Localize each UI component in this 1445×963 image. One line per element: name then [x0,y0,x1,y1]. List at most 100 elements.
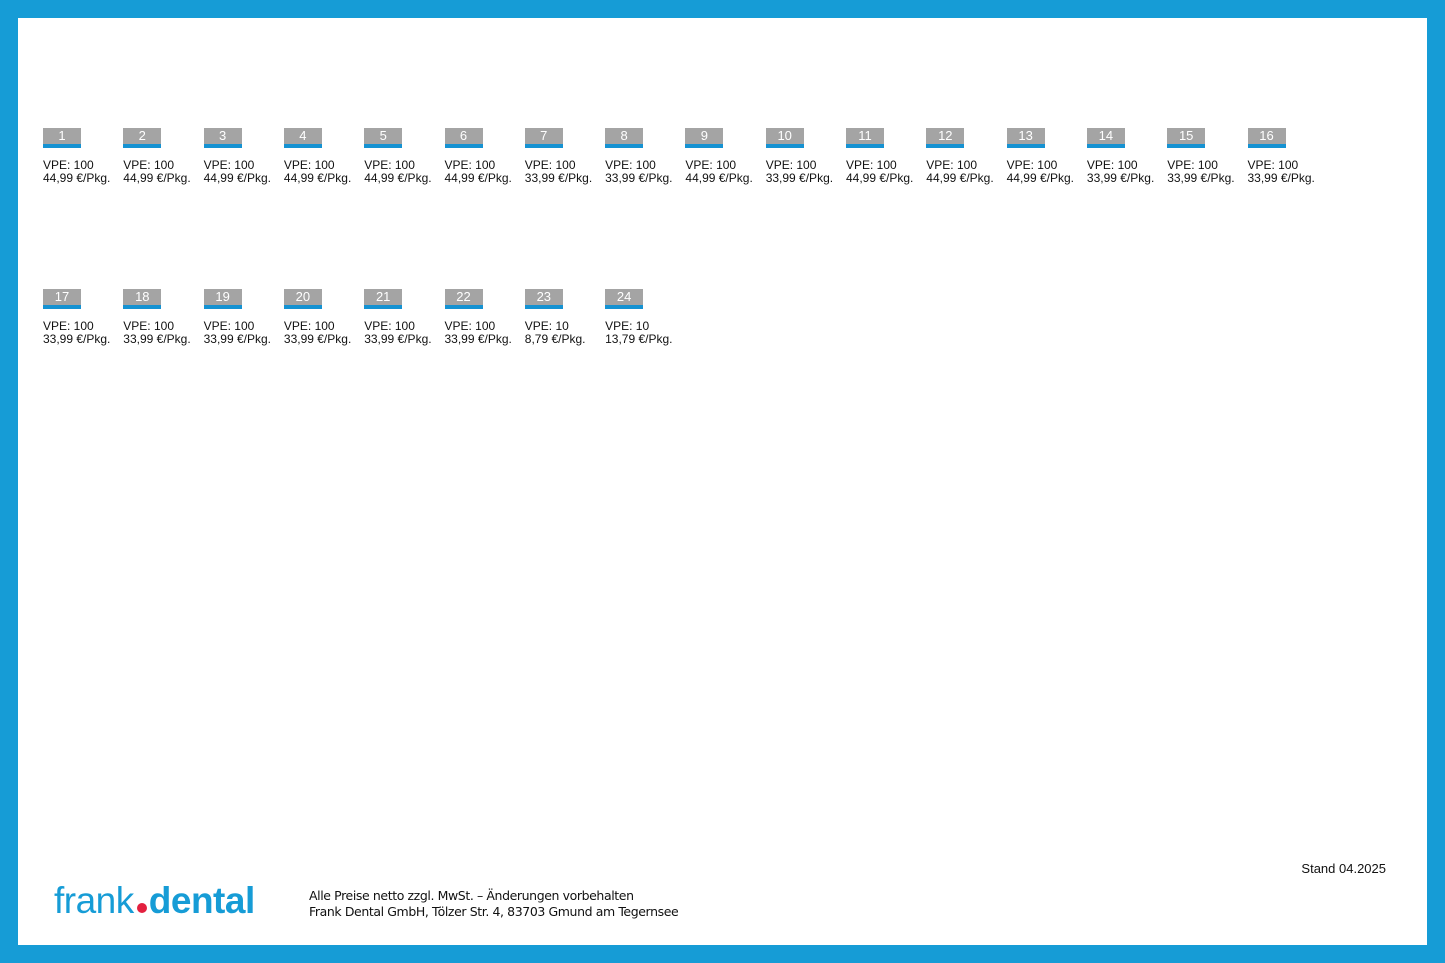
item-vpe: VPE: 100 [846,158,897,172]
item-vpe: VPE: 100 [123,158,174,172]
item-price: 33,99 €/Pkg. [43,332,111,346]
product-item: 18 VPE: 100 33,99 €/Pkg. [123,289,203,346]
item-number-tag: 16 [1247,128,1286,148]
price-sheet: 1 VPE: 100 44,99 €/Pkg. 2 VPE: 100 44,99 €/Pk… [18,18,1427,945]
item-vpe: VPE: 100 [765,158,817,172]
item-price: 44,99 €/Pkg. [203,171,271,185]
item-vpe: VPE: 100 [1247,158,1299,172]
item-number-tag: 3 [203,128,242,148]
product-item: 9 VPE: 100 44,99 €/Pkg. [685,128,765,185]
item-price: 33,99 €/Pkg. [1247,171,1315,185]
item-vpe: VPE: 100 [524,158,576,172]
product-item: 22 VPE: 100 33,99 €/Pkg. [444,289,525,346]
item-vpe: VPE: 100 [43,319,94,333]
item-number-tag: 21 [364,289,403,309]
item-number-tag: 19 [203,289,242,309]
stand-date: Stand 04.2025 [1301,861,1386,876]
item-vpe: VPE: 10 [605,319,650,333]
item-number-tag: 23 [524,289,563,309]
item-price: 33,99 €/Pkg. [203,332,271,346]
item-price: 33,99 €/Pkg. [283,332,352,346]
product-item: 19 VPE: 100 33,99 €/Pkg. [203,289,284,346]
item-vpe: VPE: 100 [123,319,174,333]
product-item: 20 VPE: 100 33,99 €/Pkg. [283,289,364,346]
item-vpe: VPE: 100 [444,319,496,333]
item-vpe: VPE: 100 [364,158,415,172]
item-number-tag: 2 [123,128,162,148]
product-item: 2 VPE: 100 44,99 €/Pkg. [123,128,203,185]
item-vpe: VPE: 100 [364,319,415,333]
item-vpe: VPE: 100 [926,158,977,172]
item-price: 33,99 €/Pkg. [605,171,673,185]
footer-text: Alle Preise netto zzgl. MwSt. – Änderung… [309,888,679,919]
item-number-tag: 7 [524,128,563,148]
product-item: 16 VPE: 100 33,99 €/Pkg. [1247,128,1328,185]
item-price: 44,99 €/Pkg. [685,171,753,185]
item-number-tag: 10 [765,128,804,148]
item-price: 33,99 €/Pkg. [765,171,834,185]
item-number-tag: 22 [444,289,483,309]
item-price: 33,99 €/Pkg. [1086,171,1155,185]
product-item: 14 VPE: 100 33,99 €/Pkg. [1086,128,1167,185]
item-number-tag: 12 [926,128,965,148]
item-price: 44,99 €/Pkg. [444,171,512,185]
product-item: 8 VPE: 100 33,99 €/Pkg. [605,128,685,185]
item-vpe: VPE: 100 [685,158,737,172]
item-number-tag: 20 [283,289,322,309]
item-price: 44,99 €/Pkg. [123,171,191,185]
item-price: 44,99 €/Pkg. [43,171,111,185]
product-item: 11 VPE: 100 44,99 €/Pkg. [846,128,926,185]
item-price: 33,99 €/Pkg. [524,171,593,185]
item-price: 44,99 €/Pkg. [364,171,432,185]
item-number-tag: 1 [43,128,81,148]
item-price: 13,79 €/Pkg. [605,332,673,346]
item-price: 44,99 €/Pkg. [1006,171,1074,185]
item-number-tag: 5 [364,128,403,148]
item-vpe: VPE: 100 [43,158,94,172]
product-item: 3 VPE: 100 44,99 €/Pkg. [203,128,284,185]
product-item: 21 VPE: 100 33,99 €/Pkg. [364,289,444,346]
product-item: 1 VPE: 100 44,99 €/Pkg. [43,128,123,185]
product-item: 24 VPE: 10 13,79 €/Pkg. [605,289,685,346]
item-number-tag: 24 [605,289,644,309]
product-item: 4 VPE: 100 44,99 €/Pkg. [283,128,364,185]
item-number-tag: 9 [685,128,724,148]
product-item: 13 VPE: 100 44,99 €/Pkg. [1006,128,1087,185]
frank-dental-logo: frank dental [54,880,255,922]
item-vpe: VPE: 100 [1006,158,1058,172]
item-vpe: VPE: 100 [283,158,335,172]
item-vpe: VPE: 100 [444,158,496,172]
item-price: 33,99 €/Pkg. [364,332,432,346]
item-number-tag: 11 [846,128,884,148]
item-price: 33,99 €/Pkg. [123,332,191,346]
item-vpe: VPE: 10 [524,319,569,333]
item-price: 44,99 €/Pkg. [283,171,352,185]
item-number-tag: 6 [444,128,483,148]
item-price: 8,79 €/Pkg. [524,332,586,346]
item-vpe: VPE: 100 [605,158,656,172]
item-price: 44,99 €/Pkg. [846,171,914,185]
footer-line-1: Alle Preise netto zzgl. MwSt. – Änderung… [309,888,634,903]
item-number-tag: 17 [43,289,81,309]
item-vpe: VPE: 100 [1167,158,1218,172]
product-item: 5 VPE: 100 44,99 €/Pkg. [364,128,444,185]
item-number-tag: 13 [1006,128,1045,148]
logo-text-frank: frank [54,880,134,921]
product-item: 15 VPE: 100 33,99 €/Pkg. [1167,128,1247,185]
footer-line-2: Frank Dental GmbH, Tölzer Str. 4, 83703 … [309,903,679,919]
item-number-tag: 8 [605,128,644,148]
product-item: 7 VPE: 100 33,99 €/Pkg. [524,128,605,185]
item-vpe: VPE: 100 [1086,158,1138,172]
product-item: 23 VPE: 10 8,79 €/Pkg. [524,289,605,346]
product-item: 6 VPE: 100 44,99 €/Pkg. [444,128,525,185]
item-number-tag: 18 [123,289,162,309]
product-item: 10 VPE: 100 33,99 €/Pkg. [765,128,846,185]
item-vpe: VPE: 100 [203,158,255,172]
item-number-tag: 15 [1167,128,1206,148]
logo-dot [136,903,147,913]
item-price: 33,99 €/Pkg. [1167,171,1235,185]
item-number-tag: 14 [1086,128,1125,148]
item-vpe: VPE: 100 [203,319,255,333]
product-item: 17 VPE: 100 33,99 €/Pkg. [43,289,123,346]
item-number-tag: 4 [283,128,322,148]
